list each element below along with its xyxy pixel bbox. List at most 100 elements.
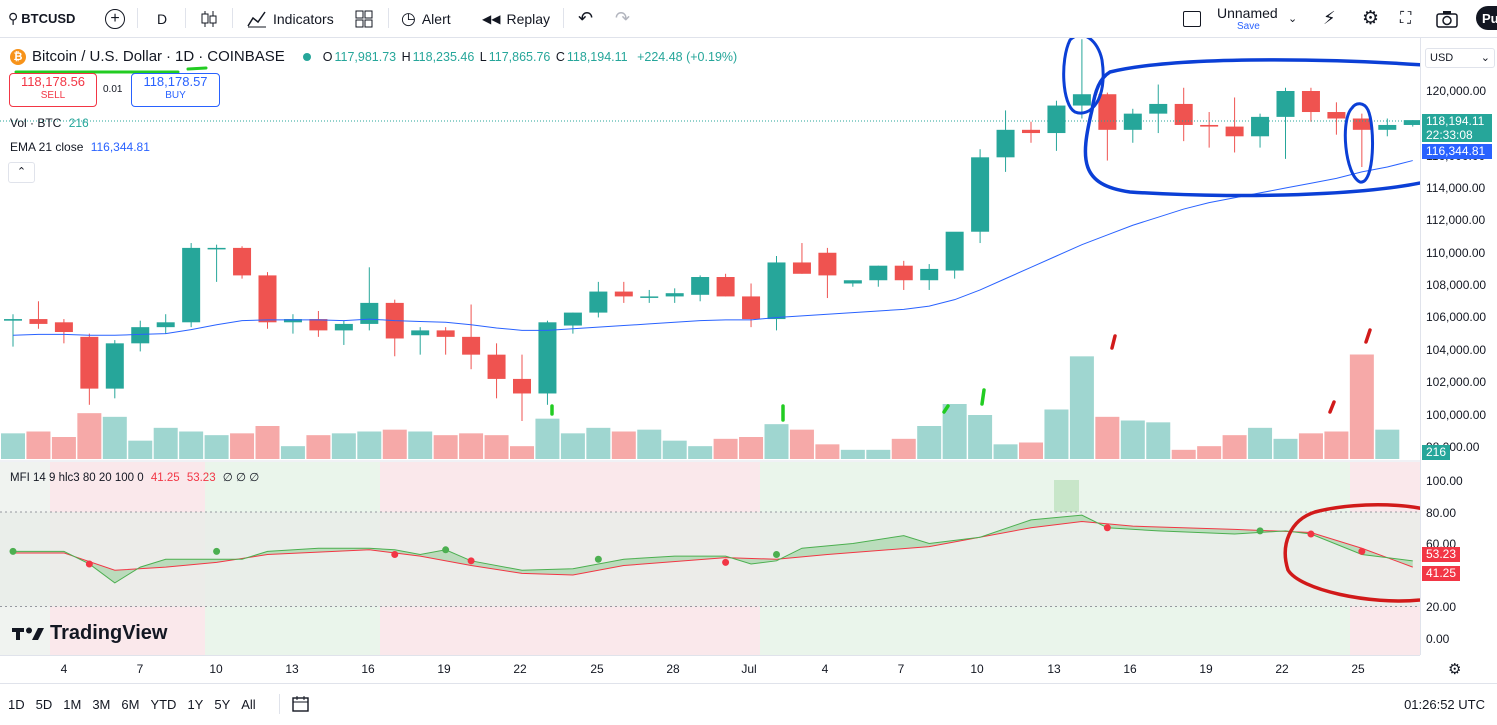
chart-type-button[interactable] (200, 0, 218, 37)
currency-selector[interactable]: USD ⌄ (1425, 48, 1495, 68)
candle-body (1123, 113, 1142, 130)
candle-body (258, 275, 277, 323)
add-symbol-button[interactable]: + (105, 0, 125, 37)
volume-bar (77, 413, 102, 459)
layout-dropdown-button[interactable]: ⌄ (1288, 0, 1297, 37)
range-button-1d[interactable]: 1D (8, 697, 25, 712)
last-price-value: 118,194.11 (1426, 114, 1485, 128)
square-icon (1183, 10, 1201, 27)
ema-price-tag: 116,344.81 (1422, 144, 1492, 159)
time-axis-settings-button[interactable]: ⚙ (1448, 660, 1461, 678)
mfi-axis-label: 100.00 (1426, 474, 1463, 488)
symbol-legend: ₿ Bitcoin / U.S. Dollar · 1D · COINBASE … (10, 48, 739, 65)
snapshot-button[interactable] (1436, 0, 1458, 37)
candle-body (563, 312, 582, 326)
mfi-cross-marker (467, 557, 475, 565)
interval-button[interactable]: D (157, 10, 168, 27)
range-button-6m[interactable]: 6M (121, 697, 140, 712)
ohlc-values: O 117,981.73 H 118,235.46 L 117,865.76 C 118… (323, 50, 739, 64)
time-axis-label: 28 (666, 662, 680, 676)
volume-bar (942, 404, 967, 459)
range-button-1y[interactable]: 1Y (187, 697, 204, 712)
ema-label[interactable]: EMA 21 close (10, 140, 84, 154)
price-axis-label: 104,000.00 (1426, 342, 1487, 357)
range-button-5y[interactable]: 5Y (214, 697, 231, 712)
indicators-icon (247, 11, 266, 27)
mfi-cross-marker (1103, 524, 1111, 532)
mfi-cross-marker (213, 547, 221, 555)
ema-value: 116,344.81 (90, 140, 150, 154)
candle-body (1225, 126, 1244, 137)
legend-interval: 1D (175, 48, 195, 65)
collapse-legend-button[interactable]: ⌃ (8, 162, 35, 183)
volume-bar (433, 435, 458, 459)
undo-button[interactable]: ↶ (578, 0, 593, 37)
mfi-label[interactable]: MFI 14 9 hlc3 80 20 100 0 (10, 472, 144, 484)
publish-button[interactable]: Pu (1476, 6, 1497, 30)
buy-button[interactable]: 118,178.57 BUY (131, 73, 220, 107)
indicators-button[interactable]: Indicators (247, 0, 334, 37)
annotation-tick (1364, 328, 1372, 344)
sell-button[interactable]: 118,178.56 SELL (9, 73, 97, 107)
quick-search-button[interactable]: ⚡ (1323, 0, 1336, 37)
settings-button[interactable]: ⚙ (1362, 0, 1379, 37)
volume-label[interactable]: Vol · BTC (10, 116, 62, 130)
candle-body (665, 293, 684, 297)
mfi-value-1: 41.25 (150, 472, 180, 484)
fullscreen-icon: ⛶ (1400, 9, 1412, 27)
mfi-legend: MFI 14 9 hlc3 80 20 100 0 41.25 53.23 ∅ … (10, 470, 259, 484)
utc-clock[interactable]: 01:26:52 UTC (1404, 697, 1485, 712)
go-to-date-button[interactable] (291, 694, 311, 719)
volume-bar (1298, 433, 1323, 459)
fullscreen-button[interactable]: ⛶ (1400, 0, 1411, 37)
mfi-line (13, 514, 1413, 584)
buy-price: 118,178.57 (143, 74, 208, 89)
layout-name: Unnamed (1217, 4, 1278, 21)
range-button-all[interactable]: All (241, 697, 256, 712)
mfi-cross-marker (722, 558, 730, 566)
volume-bar (840, 449, 865, 459)
templates-button[interactable] (355, 0, 373, 37)
range-button-3m[interactable]: 3M (92, 697, 111, 712)
redo-button[interactable]: ↷ (615, 0, 630, 37)
candle-body (309, 319, 328, 331)
chart-canvas[interactable] (0, 38, 1420, 655)
chevron-up-icon: ⌃ (16, 166, 27, 178)
candle-body (1327, 112, 1346, 119)
volume-bar (179, 431, 204, 459)
toolbar-divider (232, 8, 233, 28)
volume-bar (153, 427, 178, 459)
save-label: Save (1237, 20, 1260, 32)
candle-body (589, 291, 608, 313)
replay-button[interactable]: ◀◀ Replay (482, 0, 550, 37)
alert-button[interactable]: ◷ Alert (401, 0, 451, 37)
candle-body (411, 330, 430, 336)
candle-body (1251, 116, 1270, 137)
volume-bar (204, 435, 229, 459)
volume-value: 216 (68, 116, 89, 130)
range-button-ytd[interactable]: YTD (150, 697, 177, 712)
volume-bar (306, 435, 331, 459)
layout-checkbox[interactable] (1183, 0, 1201, 37)
symbol-title[interactable]: Bitcoin / U.S. Dollar (32, 48, 163, 65)
candle-body (4, 319, 22, 321)
candle-body (462, 336, 481, 355)
candle-body (436, 330, 455, 337)
volume-bar (764, 424, 789, 459)
layout-name-button[interactable]: Unnamed Save (1217, 0, 1278, 37)
symbol-search-button[interactable]: ⚲ BTCUSD (8, 0, 75, 37)
candle-body (1352, 118, 1371, 130)
open-value: 117,981.73 (334, 49, 397, 64)
range-button-5d[interactable]: 5D (35, 697, 53, 712)
candle-body (996, 129, 1015, 158)
price-axis-label: 114,000.00 (1426, 181, 1486, 196)
volume-bar (688, 446, 713, 459)
volume-bar (1375, 429, 1400, 459)
volume-bar (1349, 354, 1374, 459)
time-axis[interactable] (0, 655, 1420, 684)
volume-bars (1, 354, 1400, 459)
candle-body (1072, 94, 1091, 106)
calendar-range-icon (292, 696, 309, 712)
volume-bar (102, 416, 127, 459)
range-button-1m[interactable]: 1M (63, 697, 82, 712)
